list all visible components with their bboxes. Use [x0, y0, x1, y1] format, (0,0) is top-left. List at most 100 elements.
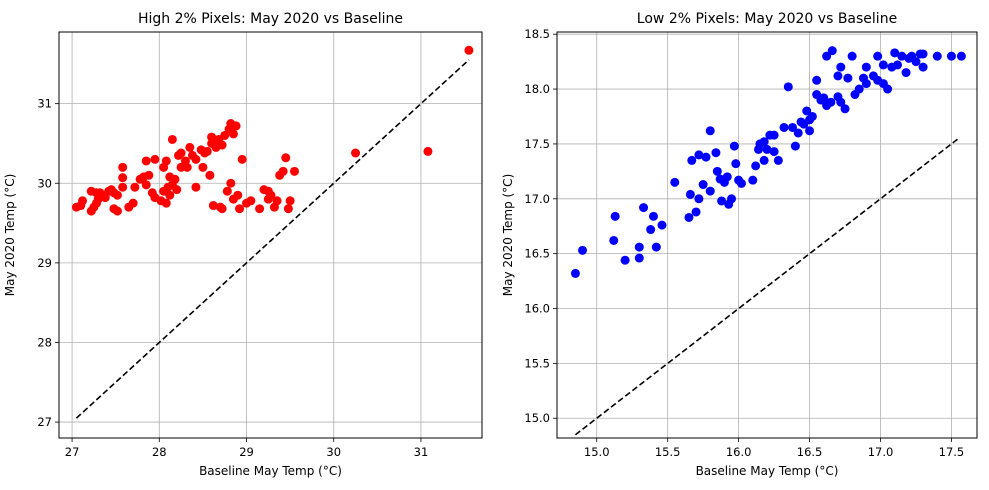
y-tick-label: 15.0 — [524, 411, 550, 425]
data-point — [92, 188, 102, 198]
data-point — [712, 166, 722, 176]
data-point — [207, 132, 217, 142]
data-point — [731, 159, 741, 169]
data-point — [176, 148, 186, 158]
data-point — [231, 121, 241, 131]
data-point — [202, 146, 212, 156]
y-tick-label: 16.0 — [524, 302, 550, 316]
data-point — [705, 186, 715, 196]
data-point — [278, 166, 288, 176]
data-point — [205, 170, 215, 180]
data-point — [266, 190, 276, 200]
data-point — [956, 51, 966, 61]
y-tick-label: 15.5 — [524, 356, 550, 370]
data-point — [246, 196, 256, 206]
data-point — [144, 170, 154, 180]
chart-high-2pct: 27 28 29 30 31 27 28 29 30 31 High 2% Pixels: May… — [3, 11, 483, 478]
data-point — [283, 204, 293, 214]
data-point — [701, 152, 711, 162]
data-point — [217, 140, 227, 150]
data-point — [191, 182, 201, 192]
data-point — [161, 198, 171, 208]
scatter-points — [71, 45, 474, 216]
x-tick-label: 27 — [65, 445, 80, 459]
data-point — [783, 82, 793, 92]
data-point — [769, 147, 779, 157]
reference-line-layer — [75, 59, 470, 419]
data-point — [198, 162, 208, 172]
data-point — [639, 203, 649, 213]
data-point — [843, 73, 853, 83]
data-point — [351, 148, 361, 158]
y-axis-label: May 2020 Temp (°C) — [3, 174, 17, 297]
data-point — [687, 155, 697, 165]
data-point — [118, 182, 128, 192]
data-point — [911, 57, 921, 67]
data-point — [651, 242, 661, 252]
data-point — [890, 48, 900, 58]
data-point — [711, 148, 721, 158]
data-point — [751, 161, 761, 171]
data-point — [609, 235, 619, 245]
data-point — [684, 212, 694, 222]
data-point — [226, 178, 236, 188]
data-point — [705, 126, 715, 136]
data-point — [235, 204, 245, 214]
data-point — [932, 51, 942, 61]
data-point — [130, 182, 140, 192]
x-tick-label: 15.5 — [655, 445, 681, 459]
x-tick-label: 31 — [414, 445, 429, 459]
data-point — [698, 180, 708, 190]
data-point — [901, 68, 911, 78]
data-point — [685, 189, 695, 199]
data-point — [228, 129, 238, 139]
data-point — [826, 97, 836, 107]
data-point — [790, 141, 800, 151]
y-tick-label: 16.5 — [524, 247, 550, 261]
data-point — [172, 185, 182, 195]
data-point — [150, 154, 160, 164]
plot-frame — [556, 31, 978, 439]
data-point — [657, 220, 667, 230]
data-point — [222, 186, 232, 196]
data-point — [464, 45, 474, 55]
data-point — [722, 172, 732, 182]
y-tick-label: 29 — [37, 256, 52, 270]
data-point — [694, 194, 704, 204]
data-point — [208, 201, 218, 211]
data-point — [217, 204, 227, 214]
data-point — [648, 211, 658, 221]
chart-title: High 2% Pixels: May 2020 vs Baseline — [138, 11, 403, 27]
data-point — [634, 242, 644, 252]
data-point — [788, 122, 798, 132]
data-point — [191, 154, 201, 164]
scatter-points — [570, 46, 966, 278]
x-axis-label: Baseline May Temp (°C) — [696, 464, 839, 478]
data-point — [793, 128, 803, 138]
data-point — [141, 180, 151, 190]
data-point — [861, 79, 871, 89]
data-point — [847, 51, 857, 61]
x-tick-label: 17.0 — [868, 445, 894, 459]
x-tick-label: 16.0 — [726, 445, 752, 459]
data-point — [883, 84, 893, 94]
grid — [557, 32, 977, 438]
data-point — [836, 97, 846, 107]
data-point — [182, 162, 192, 172]
y-tick-label: 18.5 — [524, 27, 550, 41]
data-point — [897, 51, 907, 61]
data-point — [78, 196, 88, 206]
data-point — [893, 60, 903, 70]
x-tick-label: 29 — [239, 445, 254, 459]
data-point — [759, 137, 769, 147]
y-axis-label: May 2020 Temp (°C) — [501, 174, 515, 297]
data-point — [141, 156, 151, 166]
reference-line-layer — [574, 137, 960, 436]
data-point — [861, 62, 871, 72]
x-tick-label: 16.5 — [797, 445, 823, 459]
reference-line — [574, 137, 960, 436]
data-point — [233, 190, 243, 200]
data-point — [812, 75, 822, 85]
data-point — [610, 211, 620, 221]
